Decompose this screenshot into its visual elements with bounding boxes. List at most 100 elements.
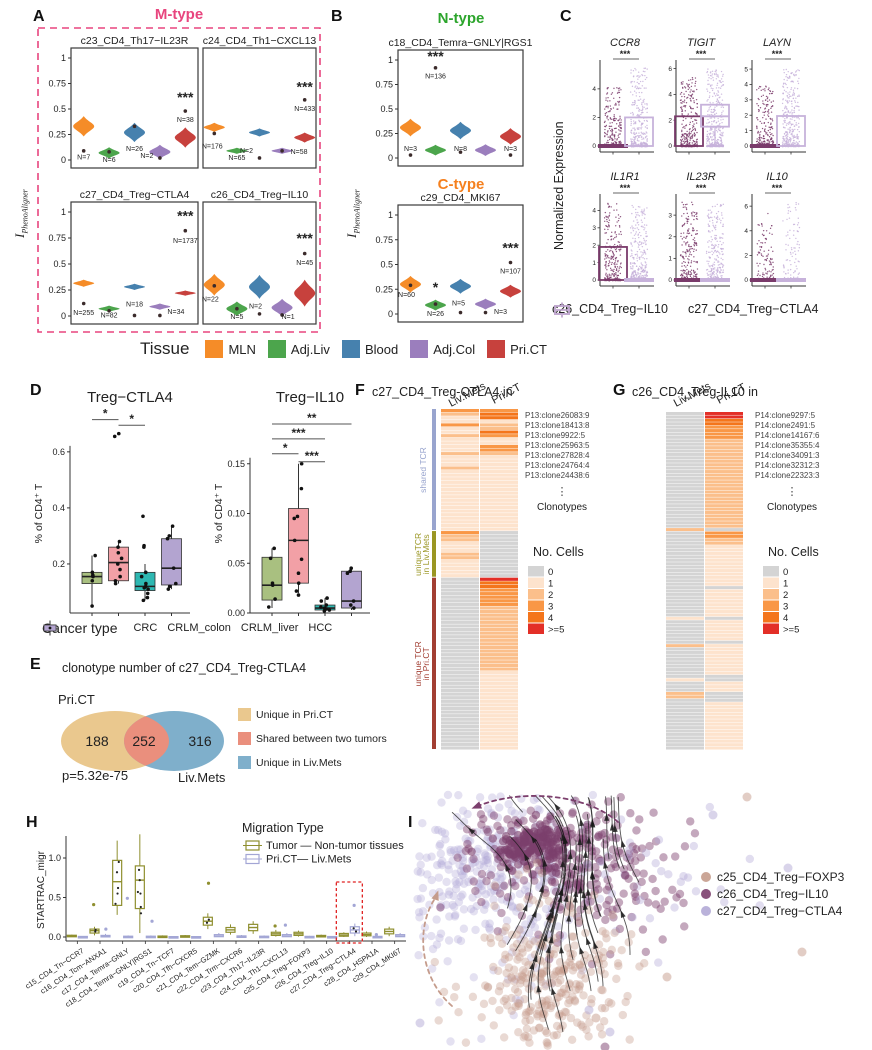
expression-dot (797, 145, 799, 147)
heat-cell (705, 709, 743, 712)
expression-dot (717, 279, 720, 282)
expression-dot (717, 139, 720, 141)
expression-dot (790, 277, 792, 279)
expression-dot (716, 276, 718, 278)
expression-dot (688, 143, 690, 145)
significance-stars: *** (620, 183, 631, 193)
expression-dot (604, 144, 607, 147)
expression-dot (639, 278, 641, 280)
expression-dot (692, 125, 694, 127)
expression-dot (686, 140, 689, 142)
expression-dot (783, 89, 786, 92)
expression-dot (719, 114, 722, 117)
expression-dot (613, 263, 615, 265)
expression-dot (644, 279, 646, 281)
expression-dot (613, 254, 616, 256)
expression-dot (718, 278, 720, 280)
expression-dot (644, 278, 646, 281)
expression-dot (714, 134, 716, 136)
expression-dot (612, 144, 614, 147)
heat-cell (480, 552, 518, 556)
expression-dot (686, 133, 688, 136)
inner-dot (139, 905, 142, 909)
x-category-label: c22_CD4_Trm−CXCR6 (174, 946, 244, 996)
expression-dot (645, 116, 647, 119)
tissue-swatch (267, 340, 286, 358)
expression-dot (722, 278, 724, 281)
expression-dot (609, 135, 611, 137)
expression-dot (636, 75, 638, 77)
expression-dot (711, 144, 713, 147)
expression-dot (792, 116, 794, 118)
expression-dot (679, 93, 682, 95)
expression-dot (614, 266, 617, 268)
expression-dot (630, 144, 632, 147)
expression-dot (761, 233, 764, 235)
expression-dot (758, 87, 760, 90)
expression-dot (721, 111, 723, 114)
expression-dot (614, 243, 616, 246)
expression-dot (680, 143, 682, 146)
expression-dot (767, 134, 769, 137)
expression-dot (643, 145, 645, 148)
expression-dot (637, 107, 640, 109)
expression-dot (713, 261, 716, 263)
expression-dot (783, 276, 786, 279)
expression-dot (615, 143, 618, 145)
expression-dot (792, 89, 795, 91)
expression-dot (640, 145, 642, 147)
expression-dot (708, 132, 710, 135)
expression-dot (696, 114, 698, 116)
expression-dot (719, 80, 721, 82)
expression-dot (614, 278, 617, 281)
expression-dot (791, 279, 794, 281)
expression-dot (770, 145, 772, 147)
y-tick-label: 0 (744, 143, 748, 150)
expression-dot (685, 236, 688, 238)
expression-dot (633, 81, 636, 83)
expression-dot (645, 145, 648, 147)
expression-dot (769, 257, 772, 260)
box (288, 508, 309, 584)
expression-dot (644, 213, 646, 216)
expression-dot (631, 144, 633, 146)
y-tick-label: 1 (388, 55, 393, 65)
expression-dot (716, 279, 719, 281)
expression-dot (686, 222, 689, 224)
expression-dot (614, 143, 617, 145)
expression-dot (694, 143, 697, 145)
expression-dot (605, 279, 607, 281)
observed-dot (302, 251, 307, 256)
box (341, 570, 362, 609)
expression-dot (629, 263, 632, 265)
heat-cell (666, 678, 704, 682)
expression-dot (770, 262, 772, 264)
expression-dot (695, 80, 697, 83)
expression-dot (690, 144, 692, 147)
expression-dot (645, 87, 647, 89)
expression-dot (686, 274, 688, 276)
expression-dot (645, 145, 647, 147)
expression-dot (763, 278, 766, 280)
expression-dot (793, 107, 796, 110)
expression-dot (630, 275, 632, 278)
y-tick-label: 0.75 (48, 233, 66, 243)
heat-cell (705, 685, 743, 689)
expression-dot (635, 145, 638, 147)
n-label: N=8 (454, 146, 467, 153)
expression-dot (785, 142, 787, 144)
expression-dot (705, 145, 708, 148)
expression-dot (798, 145, 800, 147)
expression-dot (790, 138, 792, 140)
expression-dot (770, 145, 772, 148)
expression-dot (618, 89, 620, 91)
expression-dot (716, 131, 719, 133)
expression-dot (686, 219, 689, 221)
expression-dot (642, 279, 644, 281)
x-category-label: c18_CD4_Temra−GNLY|RGS1 (63, 946, 153, 1009)
expression-dot (640, 124, 642, 126)
expression-dot (607, 139, 609, 142)
expression-dot (630, 276, 632, 279)
expression-dot (639, 278, 641, 281)
expression-dot (632, 271, 634, 274)
